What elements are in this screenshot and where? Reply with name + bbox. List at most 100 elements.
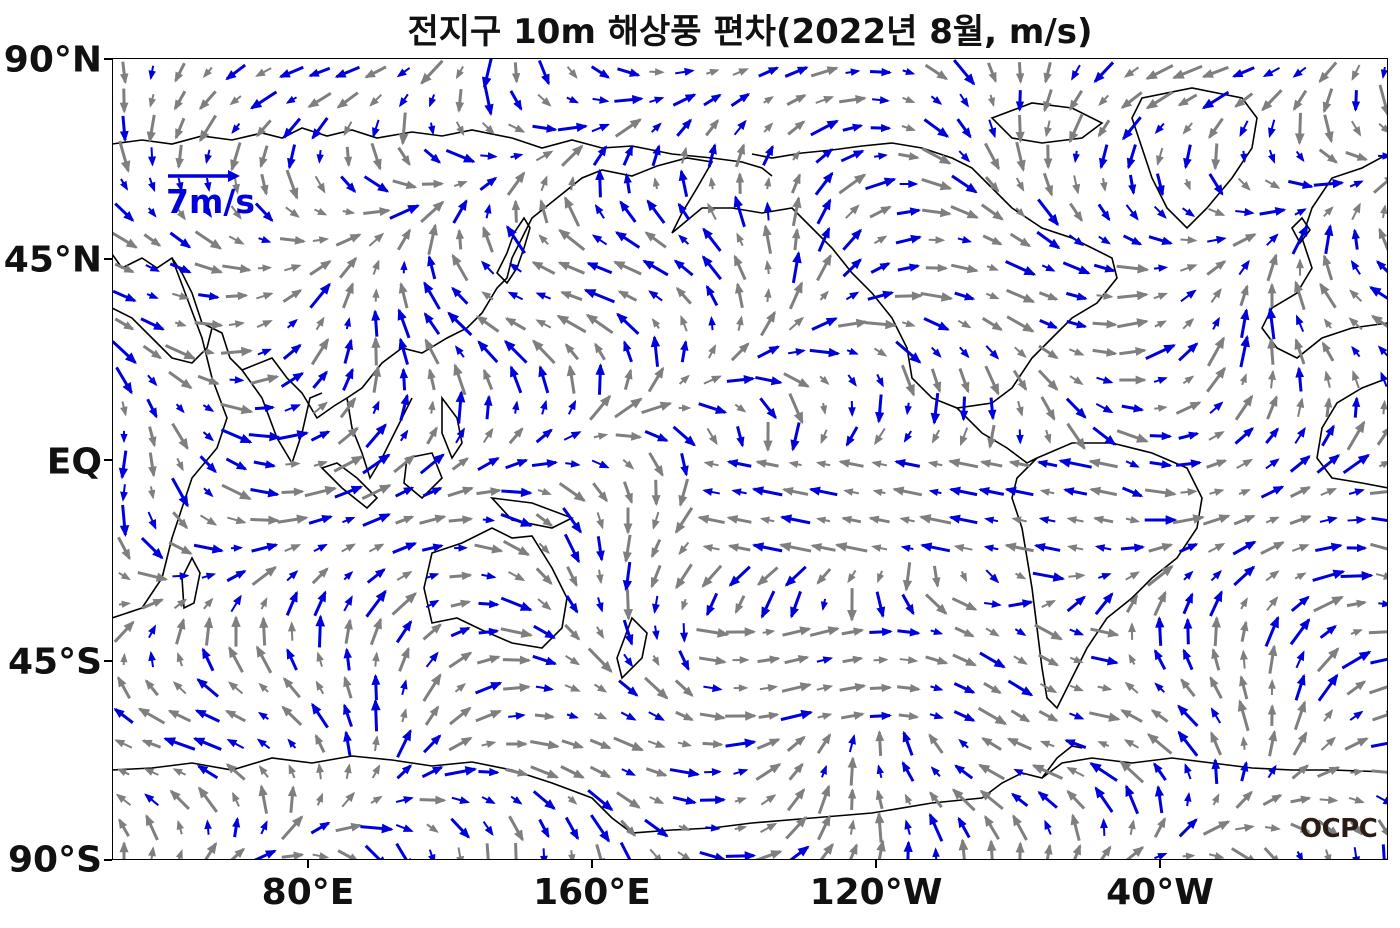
wind-vector-head xyxy=(564,343,575,354)
wind-vector-head xyxy=(267,488,280,498)
wind-vector-head xyxy=(315,680,324,691)
wind-vector-head xyxy=(546,124,558,133)
wind-vector-head xyxy=(568,795,578,805)
wind-vector-head xyxy=(177,598,188,608)
ocpc-logo: OCPC xyxy=(1300,814,1378,844)
wind-vector-head xyxy=(1212,570,1222,580)
wind-vector-head xyxy=(544,799,556,810)
wind-vector-head xyxy=(770,376,783,386)
coastline-layer xyxy=(112,87,1388,834)
wind-vector-head xyxy=(877,348,888,357)
wind-vector-head xyxy=(1381,600,1388,608)
wind-vector-head xyxy=(1146,733,1159,745)
wind-vector-head xyxy=(1046,684,1058,694)
wind-vector-head xyxy=(653,464,664,477)
wind-vector-head xyxy=(989,573,1000,584)
wind-vector-head xyxy=(119,102,129,114)
wind-vector-head xyxy=(597,145,608,157)
wind-vector-head xyxy=(987,97,995,108)
wind-vector-head xyxy=(456,682,467,692)
wind-vector-head xyxy=(821,226,830,239)
wind-vector-head xyxy=(1354,796,1365,804)
wind-vector-head xyxy=(989,349,1000,360)
wind-vector-head xyxy=(993,658,1006,669)
wind-vector-head xyxy=(616,312,628,325)
wind-vector-head xyxy=(1102,404,1114,414)
wind-vector-head xyxy=(204,819,212,830)
wind-vector-head xyxy=(118,467,128,480)
wind-vector-head xyxy=(759,516,770,524)
wind-vector-head xyxy=(734,254,743,267)
wind-vector-head xyxy=(121,600,132,608)
wind-vector-head xyxy=(434,514,447,524)
wind-vector-head xyxy=(1047,379,1059,391)
wind-vector-head xyxy=(504,317,517,327)
reference-arrow xyxy=(168,170,240,182)
x-tick-120w xyxy=(875,860,877,868)
wind-vector-head xyxy=(1184,317,1195,328)
wind-vector-head xyxy=(650,576,660,589)
wind-vector-head xyxy=(374,568,386,579)
wind-vector-head xyxy=(396,68,407,78)
wind-vector-head xyxy=(682,404,692,412)
wind-vector-head xyxy=(542,517,554,527)
wind-vector-head xyxy=(930,412,941,425)
wind-vector-head xyxy=(644,231,656,242)
wind-vector-head xyxy=(148,466,157,478)
wind-vector-head xyxy=(728,575,741,587)
wind-vector-head xyxy=(1044,843,1053,855)
wind-vector-head xyxy=(235,516,247,525)
wind-vector-head xyxy=(1351,345,1360,356)
wind-vector-head xyxy=(260,184,269,196)
wind-vector-head xyxy=(1097,741,1108,749)
wind-vector-head xyxy=(1052,572,1066,582)
wind-vector-head xyxy=(652,144,661,156)
wind-vector-head xyxy=(372,365,382,378)
wind-vector-head xyxy=(1269,395,1278,407)
wind-vector-head xyxy=(1211,758,1221,770)
wind-vector-head xyxy=(1134,543,1146,553)
wind-vector-head xyxy=(768,711,780,720)
wind-vector-head xyxy=(964,684,976,694)
wind-vector-head xyxy=(345,208,356,216)
wind-vector-head xyxy=(1017,379,1027,392)
wind-vector-head xyxy=(714,712,727,721)
north-america-coast xyxy=(671,142,1118,409)
wind-vector-head xyxy=(204,597,214,608)
wind-vector-head xyxy=(1322,254,1332,267)
wind-vector-head xyxy=(739,93,751,103)
wind-vector-head xyxy=(1161,431,1173,441)
wind-vector-head xyxy=(1016,348,1027,359)
wind-vector-head xyxy=(685,796,697,805)
wind-vector-head xyxy=(147,156,157,167)
wind-vector-head xyxy=(1044,126,1052,138)
wind-vector-head xyxy=(234,236,245,245)
wind-vector-head xyxy=(680,659,690,672)
wind-vector-head xyxy=(194,709,207,719)
wind-vector-head xyxy=(432,200,445,213)
wind-vector-head xyxy=(680,823,691,831)
wind-vector-head xyxy=(755,459,767,468)
wind-vector-head xyxy=(1240,259,1250,271)
wind-vector-head xyxy=(573,491,586,502)
wind-vector-head xyxy=(378,513,391,523)
wind-vector-head xyxy=(880,206,892,215)
wind-vector-head xyxy=(1185,852,1196,860)
wind-vector-head xyxy=(262,292,274,300)
wind-vector-head xyxy=(876,764,884,775)
wind-vector-head xyxy=(745,711,757,721)
wind-vector xyxy=(619,841,632,860)
wind-vector-head xyxy=(259,156,268,169)
wind-vector-head xyxy=(1327,516,1338,524)
wind-vector-head xyxy=(1296,572,1307,581)
wind-vector-head xyxy=(876,377,884,388)
wind-vector-head xyxy=(1016,627,1027,636)
wind-vector-head xyxy=(651,495,661,507)
wind-vector-head xyxy=(1157,817,1166,829)
wind-vector-head xyxy=(118,818,128,830)
wind-vector-head xyxy=(1268,369,1277,381)
wind-vector-head xyxy=(401,646,410,659)
wind-vector-head xyxy=(630,397,643,409)
wind-vector-head xyxy=(1157,376,1168,384)
wind-vector-head xyxy=(1299,618,1311,631)
